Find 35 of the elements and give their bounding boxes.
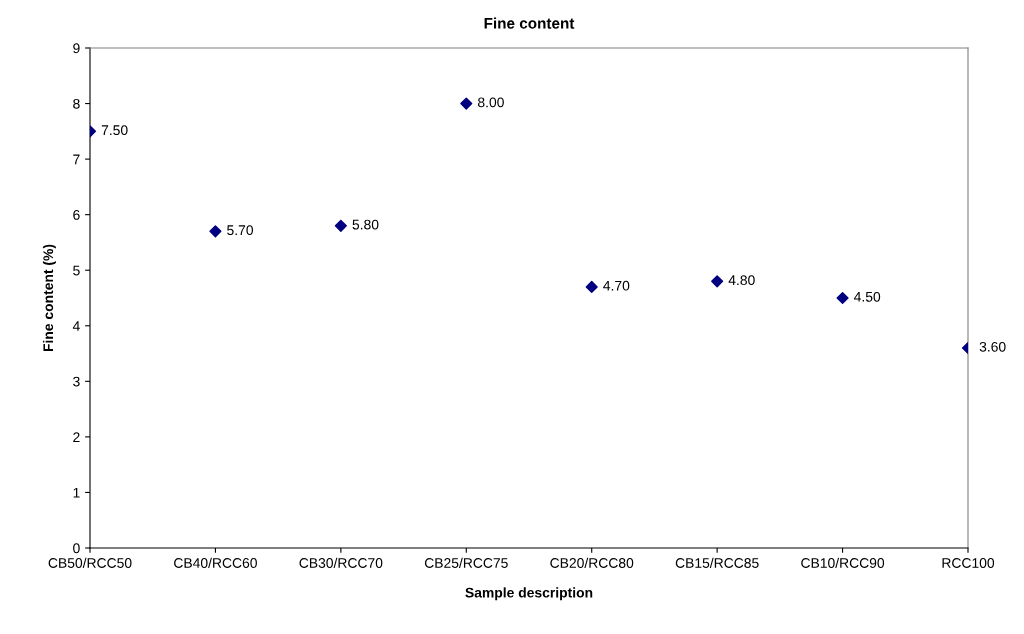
x-tick-label: CB40/RCC60 <box>174 557 257 568</box>
data-label: 5.80 <box>352 219 379 230</box>
data-label: 7.50 <box>101 125 128 136</box>
y-tick-label: 7 <box>73 154 80 165</box>
data-label: 3.60 <box>979 341 1006 352</box>
chart-title: Fine content <box>484 17 575 29</box>
x-tick-label: CB50/RCC50 <box>48 557 132 568</box>
data-label: 4.80 <box>728 275 755 286</box>
y-tick-label: 4 <box>72 321 80 331</box>
point <box>460 97 473 110</box>
y-tick-label: 9 <box>73 43 80 54</box>
data-label: 5.70 <box>227 225 254 236</box>
x-tick-label: CB10/RCC90 <box>801 557 885 568</box>
x-tick-label: CB20/RCC80 <box>550 557 634 568</box>
y-tick-label: 5 <box>73 265 80 276</box>
x-tick-label: CB25/RCC75 <box>424 557 508 568</box>
data-label: 8.00 <box>478 97 504 108</box>
point <box>585 280 598 293</box>
x-tick-label: RCC100 <box>942 558 995 568</box>
point <box>836 291 849 305</box>
y-tick-label: 2 <box>73 432 80 442</box>
y-tick-label: 8 <box>73 98 80 109</box>
point <box>209 225 222 238</box>
y-axis-title: Fine content (%) <box>42 244 56 352</box>
y-tick-label: 0 <box>73 543 80 554</box>
y-tick-label: 1 <box>73 487 80 498</box>
point <box>711 275 724 288</box>
x-axis-title: Sample description <box>465 587 593 601</box>
x-tick-label: CB30/RCC70 <box>299 557 383 568</box>
point <box>334 219 347 232</box>
y-tick-label: 6 <box>73 210 80 220</box>
y-tick-label: 3 <box>73 376 80 387</box>
x-tick-label: CB15/RCC85 <box>675 557 759 568</box>
data-label: 4.50 <box>854 291 881 302</box>
data-label: 4.70 <box>603 280 630 291</box>
